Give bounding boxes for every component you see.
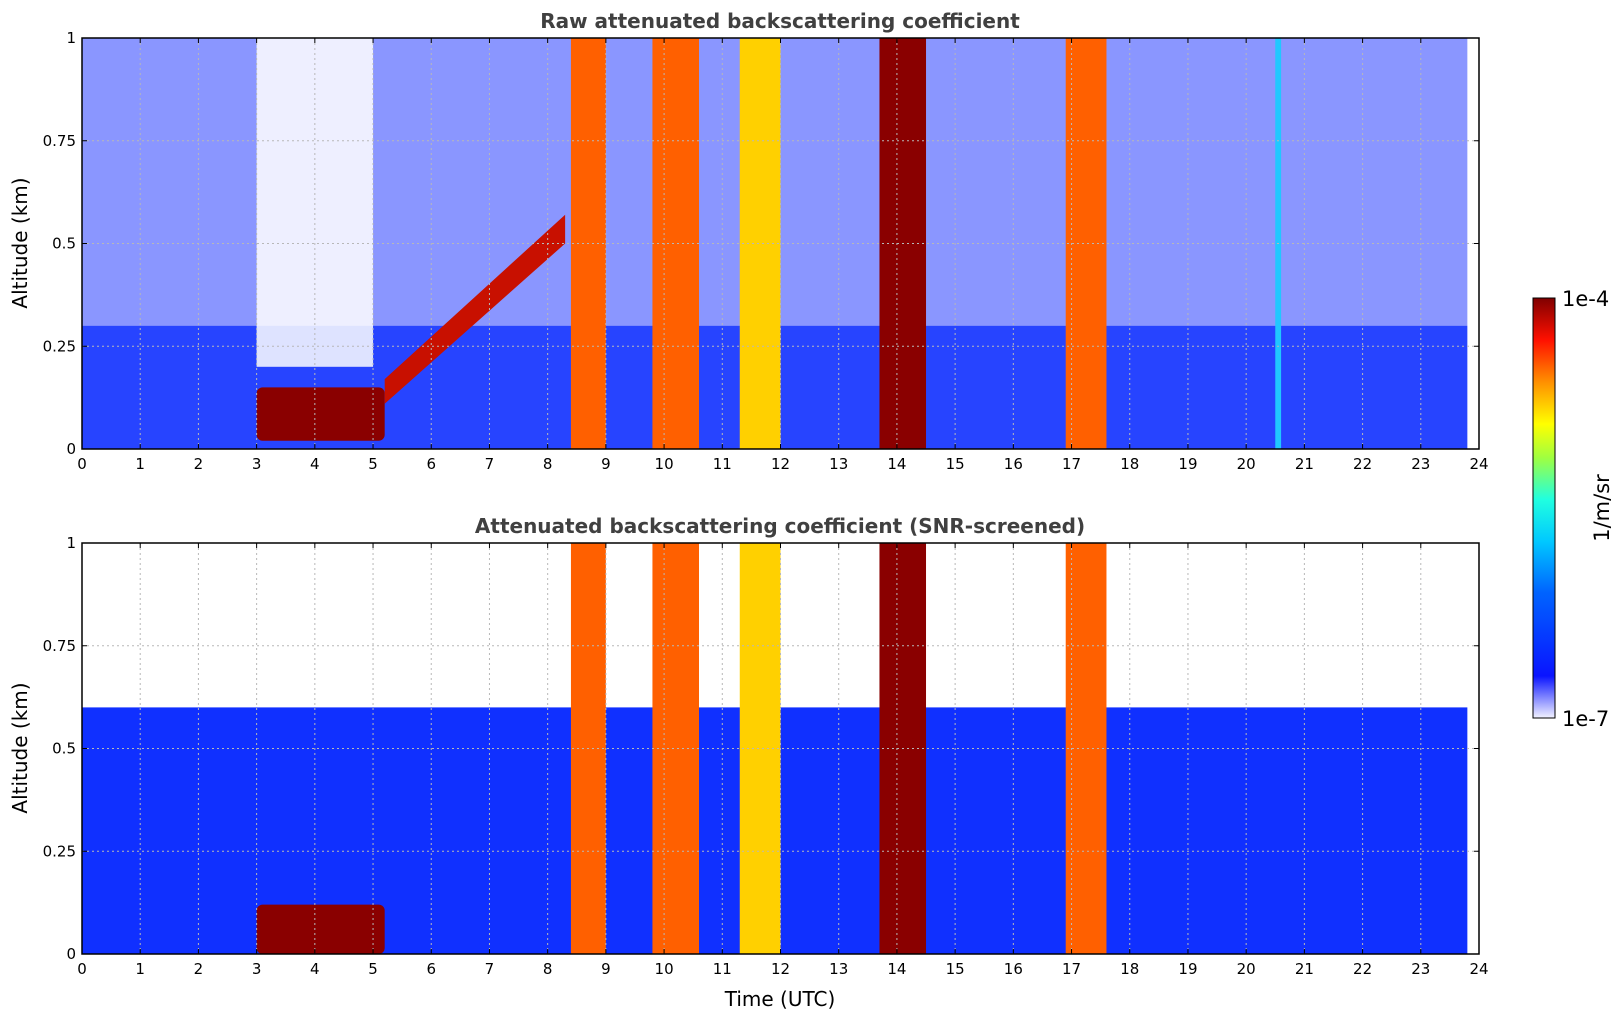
panel-raw-title: Raw attenuated backscattering coefficien…: [540, 9, 1020, 33]
x-tick-label: 7: [485, 960, 495, 978]
colorbar-max-label: 1e-4: [1562, 287, 1609, 311]
x-tick-label: 21: [1295, 960, 1314, 978]
x-tick-label: 14: [887, 960, 906, 978]
y-tick-label: 0.25: [43, 337, 76, 355]
x-tick-label: 15: [946, 455, 965, 473]
x-tick-label: 22: [1353, 455, 1372, 473]
panel-screened-grid: [82, 543, 1479, 954]
heat-feature-precipitation: [739, 543, 781, 954]
x-tick-label: 7: [485, 455, 495, 473]
heat-feature-precipitation: [739, 38, 781, 449]
x-tick-label: 16: [1004, 455, 1023, 473]
x-tick-label: 4: [310, 455, 320, 473]
y-tick-label: 0.5: [52, 740, 76, 758]
x-tick-label: 0: [77, 960, 87, 978]
heat-feature-cloud-layer: [256, 904, 385, 954]
x-tick-label: 8: [543, 960, 553, 978]
x-tick-label: 20: [1237, 455, 1256, 473]
panel-screened-x-ticks: 0 1 2 3 4 5 6 7 8 9 10 11 12 13 14 15 16 17 18 19 20 21 22 23 24: [77, 543, 1489, 978]
x-tick-label: 5: [368, 960, 378, 978]
heat-feature-rising-layer: [384, 214, 566, 404]
y-tick-label: 0.25: [43, 842, 76, 860]
panel-raw-x-ticks: 0 1 2 3 4 5 6 7 8 9 10 11 12 13 14 15 16 17 18 19 20 21 22 23 24: [77, 38, 1489, 473]
x-tick-label: 23: [1411, 455, 1430, 473]
y-tick-label: 0: [66, 440, 76, 458]
panel-raw: Raw attenuated backscattering coefficien…: [8, 9, 1489, 473]
x-tick-label: 1: [135, 960, 145, 978]
panel-screened-y-ticks: 0 0.25 0.5 0.75 1: [43, 534, 1479, 963]
panel-raw-ylabel: Altitude (km): [8, 177, 32, 308]
x-tick-label: 6: [426, 960, 436, 978]
x-tick-label: 17: [1062, 455, 1081, 473]
x-tick-label: 24: [1469, 455, 1488, 473]
colorbar-min-label: 1e-7: [1562, 707, 1609, 731]
panel-raw-heatmap: [82, 38, 1468, 449]
x-tick-label: 3: [252, 960, 262, 978]
x-tick-label: 1: [135, 455, 145, 473]
x-tick-label: 18: [1120, 960, 1139, 978]
colorbar-unit-label: 1/m/sr: [1590, 474, 1614, 542]
heat-feature-precipitation: [652, 543, 700, 954]
y-tick-label: 0: [66, 945, 76, 963]
x-tick-label: 24: [1469, 960, 1488, 978]
x-tick-label: 2: [194, 455, 204, 473]
x-tick-label: 17: [1062, 960, 1081, 978]
x-tick-label: 9: [601, 960, 611, 978]
x-tick-label: 11: [713, 960, 732, 978]
x-tick-label: 23: [1411, 960, 1430, 978]
x-tick-label: 18: [1120, 455, 1139, 473]
y-tick-label: 1: [66, 534, 76, 552]
heat-feature-precipitation: [652, 38, 700, 449]
x-tick-label: 20: [1237, 960, 1256, 978]
x-tick-label: 4: [310, 960, 320, 978]
x-tick-label: 0: [77, 455, 87, 473]
x-tick-label: 11: [713, 455, 732, 473]
x-tick-label: 10: [655, 960, 674, 978]
y-tick-label: 1: [66, 29, 76, 47]
y-tick-label: 0.5: [52, 235, 76, 253]
x-tick-label: 13: [829, 960, 848, 978]
x-tick-label: 15: [946, 960, 965, 978]
x-tick-label: 19: [1178, 455, 1197, 473]
y-tick-label: 0.75: [43, 132, 76, 150]
colorbar: 1e-4 1e-7 1/m/sr: [1532, 287, 1614, 731]
heat-feature-clear-gap: [256, 38, 374, 367]
x-tick-label: 8: [543, 455, 553, 473]
panel-screened: Attenuated backscattering coefficient (S…: [8, 514, 1489, 1011]
x-tick-label: 21: [1295, 455, 1314, 473]
x-tick-label: 13: [829, 455, 848, 473]
panel-raw-y-ticks: 0 0.25 0.5 0.75 1: [43, 29, 1479, 458]
panel-screened-heatmap: [82, 543, 1468, 954]
panel-raw-grid: [82, 38, 1479, 449]
x-tick-label: 19: [1178, 960, 1197, 978]
x-tick-label: 2: [194, 960, 204, 978]
x-tick-label: 9: [601, 455, 611, 473]
x-tick-label: 6: [426, 455, 436, 473]
x-tick-label: 5: [368, 455, 378, 473]
panel-screened-xlabel: Time (UTC): [724, 987, 836, 1011]
x-tick-label: 10: [655, 455, 674, 473]
x-tick-label: 22: [1353, 960, 1372, 978]
heat-feature-cloud-layer: [256, 387, 385, 441]
x-tick-label: 16: [1004, 960, 1023, 978]
x-tick-label: 14: [887, 455, 906, 473]
x-tick-label: 12: [771, 960, 790, 978]
panel-screened-ylabel: Altitude (km): [8, 682, 32, 813]
panel-screened-title: Attenuated backscattering coefficient (S…: [475, 514, 1085, 538]
x-tick-label: 3: [252, 455, 262, 473]
y-tick-label: 0.75: [43, 637, 76, 655]
colorbar-gradient: [1532, 297, 1556, 719]
x-tick-label: 12: [771, 455, 790, 473]
